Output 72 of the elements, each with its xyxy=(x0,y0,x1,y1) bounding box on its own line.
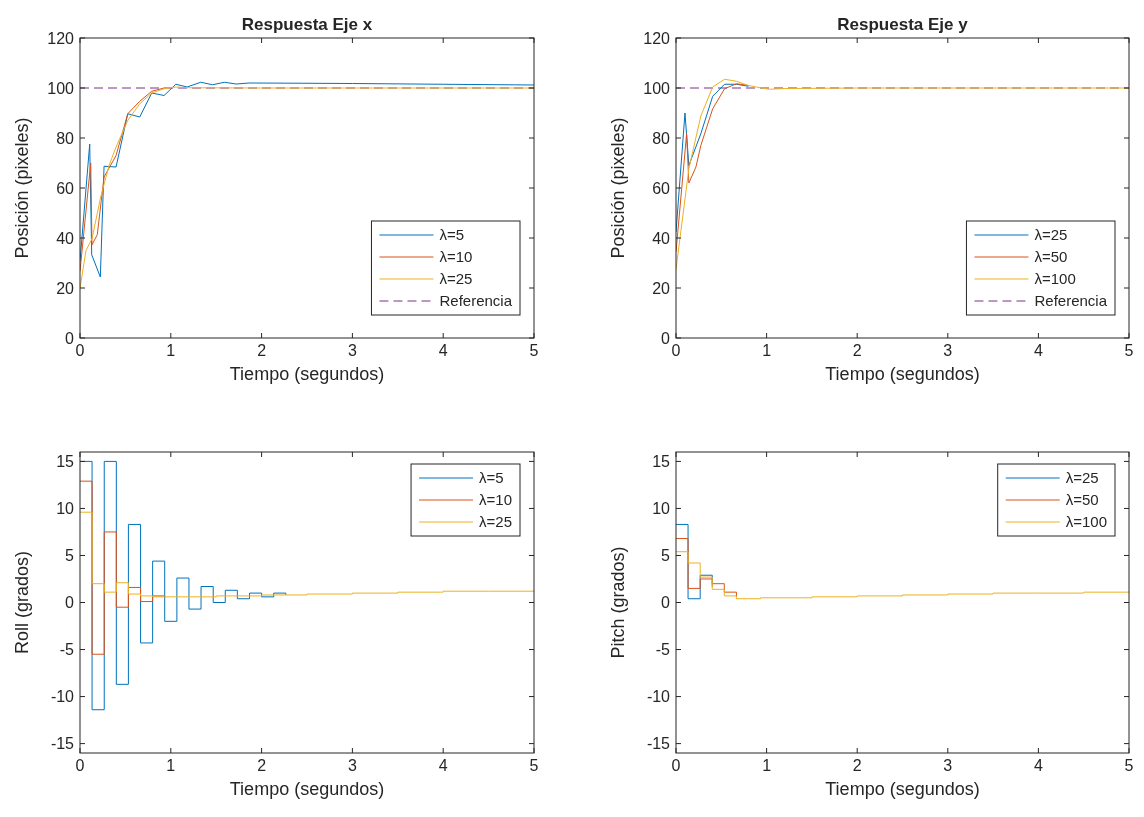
x-tick-label: 3 xyxy=(943,757,953,774)
x-tick-label: 4 xyxy=(1033,757,1043,774)
y-axis-title: Posición (pixeles) xyxy=(608,117,628,259)
y-tick-label: 0 xyxy=(661,329,671,347)
legend-label: λ=25 xyxy=(1065,469,1099,487)
legend-label: λ=25 xyxy=(1034,226,1068,244)
x-tick-label: 3 xyxy=(347,757,357,774)
x-tick-label: 2 xyxy=(257,342,267,359)
x-tick-label: 1 xyxy=(762,342,772,359)
legend-label: λ=25 xyxy=(479,513,512,531)
y-tick-label: -10 xyxy=(646,688,671,706)
x-axis-title: Tiempo (segundos) xyxy=(825,364,980,384)
y-tick-label: 100 xyxy=(47,79,75,97)
chart-title: Respuesta Eje y xyxy=(837,15,969,34)
y-tick-label: 0 xyxy=(661,594,671,612)
y-tick-label: 20 xyxy=(56,279,75,297)
legend-label: λ=50 xyxy=(1034,248,1068,266)
y-tick-label: 20 xyxy=(652,279,671,297)
x-axis-title: Tiempo (segundos) xyxy=(825,779,980,799)
x-tick-label: 1 xyxy=(166,342,176,359)
y-tick-label: 15 xyxy=(652,453,671,471)
x-tick-label: 2 xyxy=(852,757,862,774)
y-tick-label: -15 xyxy=(50,735,75,753)
x-tick-label: 2 xyxy=(257,757,267,774)
y-tick-label: 0 xyxy=(65,329,75,347)
x-axis-title: Tiempo (segundos) xyxy=(229,364,385,384)
y-tick-label: 10 xyxy=(652,500,671,518)
x-tick-label: 5 xyxy=(1124,342,1134,359)
y-tick-label: 120 xyxy=(643,29,671,47)
x-tick-label: 4 xyxy=(438,342,448,359)
legend-label: λ=5 xyxy=(439,226,465,244)
y-tick-label: 120 xyxy=(47,29,75,47)
legend-label: λ=10 xyxy=(439,248,473,266)
y-tick-label: 10 xyxy=(56,500,75,518)
y-axis-title: Roll (grados) xyxy=(12,550,32,655)
x-tick-label: 4 xyxy=(438,757,448,774)
legend-label: λ=100 xyxy=(1065,513,1107,531)
x-tick-label: 5 xyxy=(1124,757,1134,774)
legend-label: λ=5 xyxy=(479,469,504,487)
x-tick-label: 3 xyxy=(943,342,953,359)
y-tick-label: -15 xyxy=(646,735,671,753)
y-tick-label: 15 xyxy=(56,453,75,471)
y-tick-label: 0 xyxy=(65,594,75,612)
legend-label: Referencia xyxy=(439,292,513,310)
y-tick-label: 80 xyxy=(652,129,671,147)
x-tick-label: 5 xyxy=(529,342,539,359)
y-tick-label: -5 xyxy=(655,641,671,659)
y-tick-label: 40 xyxy=(652,229,671,247)
y-tick-label: 60 xyxy=(56,179,75,197)
x-tick-label: 5 xyxy=(529,757,539,774)
y-tick-label: 40 xyxy=(56,229,75,247)
chart-title: Respuesta Eje x xyxy=(241,15,373,34)
legend-label: λ=25 xyxy=(439,270,473,288)
y-tick-label: 5 xyxy=(661,547,671,565)
x-tick-label: 1 xyxy=(762,757,772,774)
y-tick-label: 80 xyxy=(56,129,75,147)
y-tick-label: -5 xyxy=(59,641,75,659)
x-tick-label: 3 xyxy=(347,342,357,359)
x-axis-title: Tiempo (segundos) xyxy=(229,779,385,799)
y-axis-title: Posición (pixeles) xyxy=(12,117,32,259)
y-tick-label: -10 xyxy=(50,688,75,706)
legend-label: λ=100 xyxy=(1034,270,1076,288)
y-tick-label: 100 xyxy=(643,79,671,97)
x-tick-label: 1 xyxy=(166,757,176,774)
y-tick-label: 5 xyxy=(65,547,75,565)
y-axis-title: Pitch (grados) xyxy=(608,546,628,659)
y-tick-label: 60 xyxy=(652,179,671,197)
legend-label: λ=10 xyxy=(479,491,512,509)
x-tick-label: 4 xyxy=(1033,342,1043,359)
x-tick-label: 2 xyxy=(852,342,862,359)
legend-label: λ=50 xyxy=(1065,491,1099,509)
legend-label: Referencia xyxy=(1034,292,1108,310)
